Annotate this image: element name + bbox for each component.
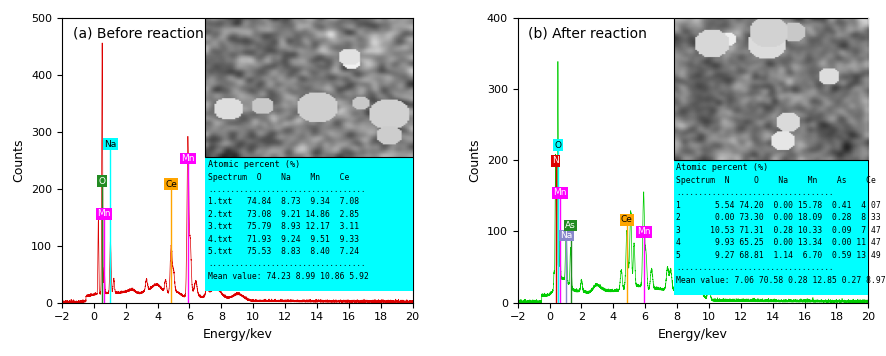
Text: 5.txt   75.53  8.83  8.40  7.24: 5.txt 75.53 8.83 8.40 7.24 (208, 247, 359, 256)
Text: 2       0.00 73.30  0.00 18.09  0.28  8.33: 2 0.00 73.30 0.00 18.09 0.28 8.33 (676, 213, 881, 222)
Text: 4       9.93 65.25  0.00 13.34  0.00 11.47: 4 9.93 65.25 0.00 13.34 0.00 11.47 (676, 239, 881, 247)
Bar (206, 157, 413, 291)
Text: Atomic percent (%): Atomic percent (%) (208, 160, 300, 169)
Text: 4.txt   71.93  9.24  9.51  9.33: 4.txt 71.93 9.24 9.51 9.33 (208, 235, 359, 244)
Text: 1.txt   74.84  8.73  9.34  7.08: 1.txt 74.84 8.73 9.34 7.08 (208, 198, 359, 206)
Text: Na: Na (105, 140, 117, 149)
Text: 3      10.53 71.31  0.28 10.33  0.09  7.47: 3 10.53 71.31 0.28 10.33 0.09 7.47 (676, 226, 881, 235)
Text: Mn: Mn (97, 209, 111, 218)
Bar (674, 160, 868, 295)
Text: Spectrum  O    Na    Mn    Ce: Spectrum O Na Mn Ce (208, 173, 349, 182)
Text: Na: Na (560, 231, 572, 240)
Text: Spectrum  N     O    Na    Mn    As    Ce: Spectrum N O Na Mn As Ce (676, 176, 876, 185)
X-axis label: Energy/kev: Energy/kev (658, 328, 728, 341)
Text: Atomic percent (%): Atomic percent (%) (676, 163, 768, 172)
Y-axis label: Counts: Counts (469, 138, 481, 182)
Text: ...................................: ................................... (676, 265, 834, 271)
Text: 1       5.54 74.20  0.00 15.78  0.41  4.07: 1 5.54 74.20 0.00 15.78 0.41 4.07 (676, 201, 881, 210)
Text: N: N (552, 156, 559, 165)
Bar (674, 18, 868, 160)
Text: Mn: Mn (553, 188, 567, 197)
Text: Mn: Mn (181, 154, 195, 163)
Bar (206, 18, 413, 157)
Text: ...................................: ................................... (208, 187, 365, 193)
Text: ...................................: ................................... (676, 190, 834, 196)
Text: ...................................: ................................... (208, 261, 365, 267)
Text: Ce: Ce (621, 215, 633, 224)
Text: O: O (555, 141, 562, 150)
X-axis label: Energy/kev: Energy/kev (202, 328, 272, 341)
Text: Ce: Ce (165, 180, 177, 189)
Text: 2.txt   73.08  9.21 14.86  2.85: 2.txt 73.08 9.21 14.86 2.85 (208, 210, 359, 219)
Text: (a) Before reaction: (a) Before reaction (73, 26, 203, 40)
Text: Mean value: 74.23 8.99 10.86 5.92: Mean value: 74.23 8.99 10.86 5.92 (208, 272, 369, 281)
Text: Mn: Mn (637, 227, 650, 236)
Text: 3.txt   75.79  8.93 12.17  3.11: 3.txt 75.79 8.93 12.17 3.11 (208, 222, 359, 231)
Y-axis label: Counts: Counts (12, 138, 26, 182)
Text: 5       9.27 68.81  1.14  6.70  0.59 13.49: 5 9.27 68.81 1.14 6.70 0.59 13.49 (676, 251, 881, 260)
Text: O: O (98, 177, 105, 186)
Text: Mean value: 7.06 70.58 0.28 12.85 0.27 8.97: Mean value: 7.06 70.58 0.28 12.85 0.27 8… (676, 276, 886, 285)
Text: As: As (565, 221, 576, 230)
Text: (b) After reaction: (b) After reaction (528, 26, 647, 40)
